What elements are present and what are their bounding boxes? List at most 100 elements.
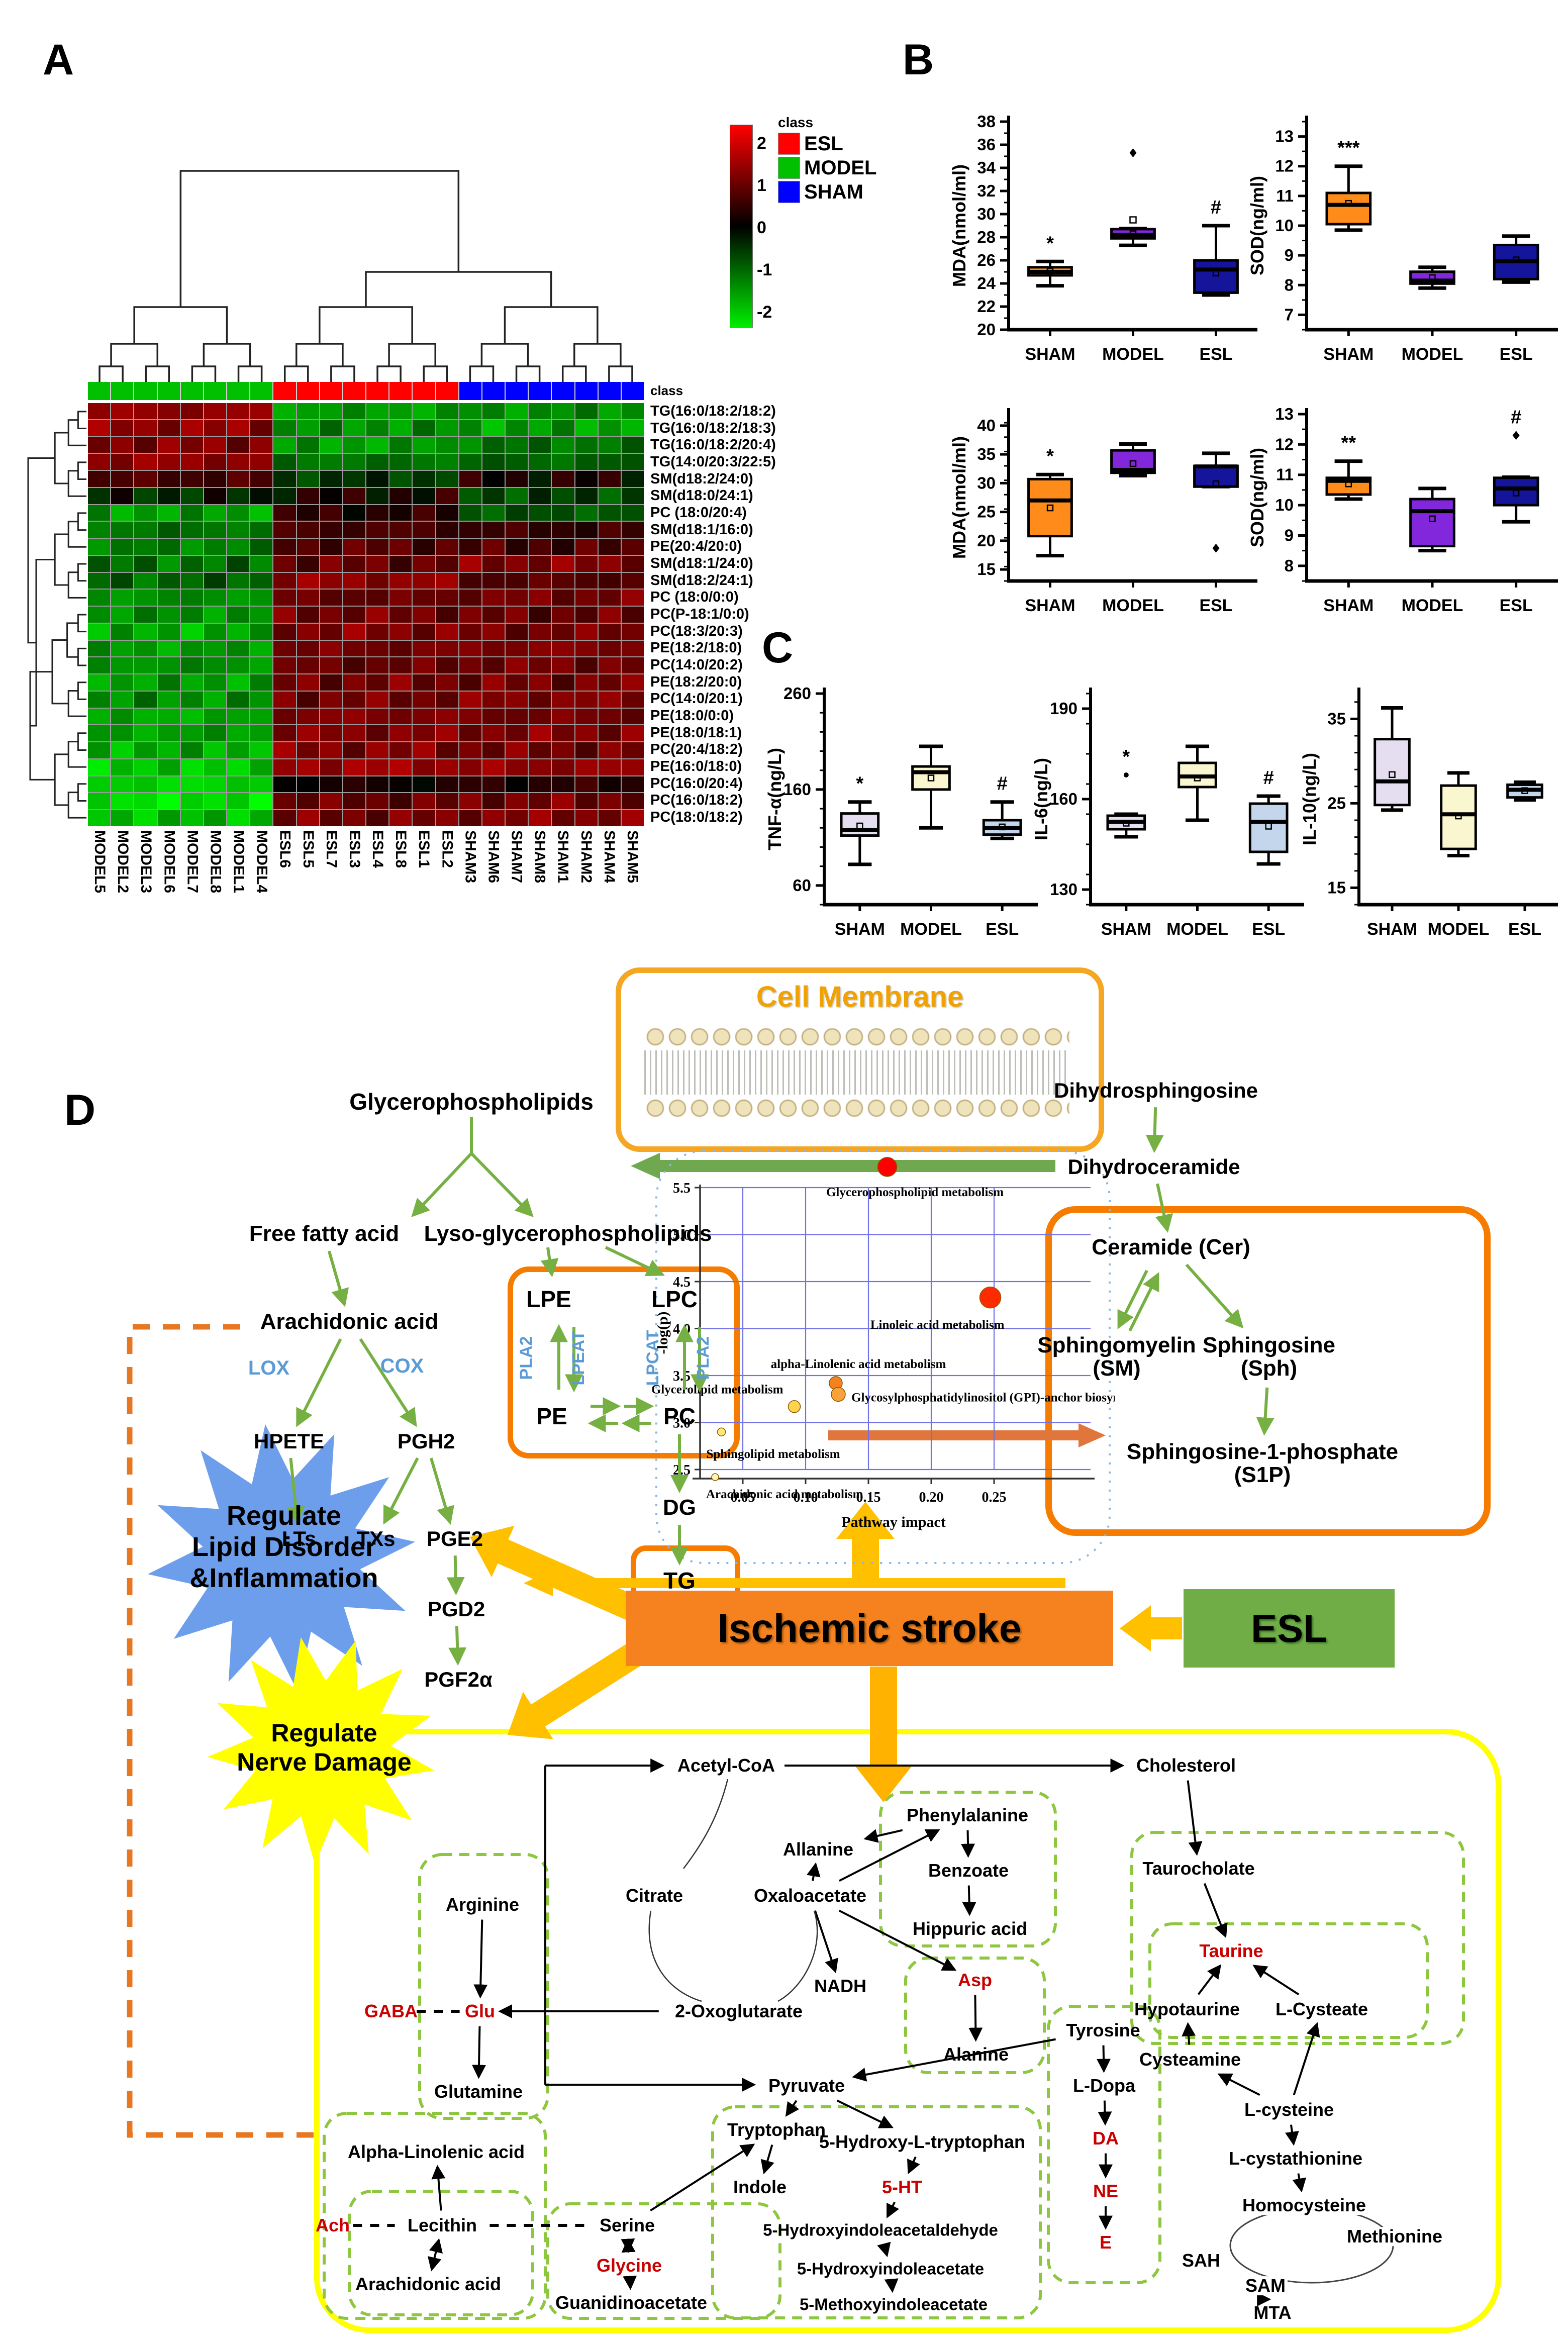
heatmap-cell bbox=[273, 607, 296, 623]
heatmap-cell bbox=[88, 555, 111, 572]
heatmap-cell bbox=[529, 607, 551, 623]
heatmap-cell bbox=[506, 607, 528, 623]
heatmap-cell bbox=[88, 725, 111, 742]
heatmap-cell bbox=[250, 810, 273, 826]
heatmap-cell bbox=[389, 810, 412, 826]
heatmap-cell bbox=[227, 674, 250, 691]
boxplot-il10: 15 25 35 IL-10(ng/L) SHAM MODEL ESL bbox=[1298, 661, 1567, 957]
heatmap-cell bbox=[343, 810, 365, 826]
heatmap-cell bbox=[552, 471, 574, 487]
heatmap-cell bbox=[459, 640, 481, 657]
heatmap-cell bbox=[88, 539, 111, 555]
heatmap-cell bbox=[436, 471, 458, 487]
heatmap-cell bbox=[621, 691, 644, 708]
heatmap-cell bbox=[366, 607, 389, 623]
heatmap-cell bbox=[134, 607, 157, 623]
heatmap-cell bbox=[134, 691, 157, 708]
heatmap-cell bbox=[459, 454, 481, 470]
heatmap-cell bbox=[227, 590, 250, 606]
heatmap-cell bbox=[250, 471, 273, 487]
heatmap-cell bbox=[482, 725, 505, 742]
heatmap-cell bbox=[134, 403, 157, 419]
heatmap-cell bbox=[204, 607, 226, 623]
heatmap-cell bbox=[366, 691, 389, 708]
heatmap-cell bbox=[436, 640, 458, 657]
heatmap-cell bbox=[436, 607, 458, 623]
heatmap-cell bbox=[157, 488, 180, 504]
heatmap-cell bbox=[575, 640, 598, 657]
heatmap-cell bbox=[389, 793, 412, 810]
heatmap-cell bbox=[180, 590, 203, 606]
class-bar-cell bbox=[111, 382, 134, 400]
heatmap-cell bbox=[366, 539, 389, 555]
heatmap-cell bbox=[482, 674, 505, 691]
heatmap-cell bbox=[389, 505, 412, 521]
heatmap-cell bbox=[320, 539, 342, 555]
heatmap-cell bbox=[552, 810, 574, 826]
heatmap-cell bbox=[227, 539, 250, 555]
heatmap-cell bbox=[575, 623, 598, 640]
heatmap-cell bbox=[506, 471, 528, 487]
heatmap-row-label: TG(16:0/18:2/18:2) bbox=[650, 403, 776, 419]
heatmap-cell bbox=[459, 810, 481, 826]
heatmap-cell bbox=[482, 522, 505, 538]
heatmap-cell bbox=[621, 437, 644, 453]
heatmap-cell bbox=[598, 488, 621, 504]
heatmap-cell bbox=[459, 572, 481, 589]
heatmap-cell bbox=[250, 488, 273, 504]
heatmap-cell bbox=[297, 403, 319, 419]
heatmap-cell bbox=[180, 793, 203, 810]
heatmap-cell bbox=[250, 742, 273, 758]
heatmap-cell bbox=[598, 708, 621, 725]
heatmap-cell bbox=[204, 691, 226, 708]
heatmap-cell bbox=[320, 454, 342, 470]
heatmap-cell bbox=[204, 759, 226, 775]
heatmap-cell bbox=[343, 539, 365, 555]
heatmap-row-label: PE(16:0/18:0) bbox=[650, 758, 742, 775]
heatmap-cell bbox=[204, 657, 226, 674]
heatmap-cell bbox=[529, 742, 551, 758]
svg-text:SHAM: SHAM bbox=[1025, 345, 1075, 364]
heatmap-cell bbox=[320, 488, 342, 504]
heatmap-cell bbox=[575, 607, 598, 623]
heatmap-cell bbox=[88, 403, 111, 419]
heatmap-cell bbox=[389, 555, 412, 572]
heatmap-column-label: ESL6 bbox=[276, 830, 293, 868]
svg-text:ESL: ESL bbox=[1199, 596, 1232, 615]
heatmap-cell bbox=[157, 590, 180, 606]
heatmap-cell bbox=[598, 776, 621, 793]
heatmap-cell bbox=[366, 793, 389, 810]
ischemic-stroke-banner: Ischemic stroke bbox=[626, 1591, 1113, 1666]
class-legend-swatch bbox=[778, 181, 800, 203]
heatmap-cell bbox=[552, 607, 574, 623]
heatmap-cell bbox=[436, 572, 458, 589]
heatmap-cell bbox=[413, 640, 435, 657]
heatmap-cell bbox=[529, 471, 551, 487]
svg-text:24: 24 bbox=[977, 274, 996, 292]
class-legend-swatch bbox=[778, 133, 800, 155]
heatmap-cell bbox=[621, 572, 644, 589]
cell-membrane-title: Cell Membrane bbox=[756, 981, 964, 1013]
heatmap-row-label: PC (18:0/20:4) bbox=[650, 505, 747, 521]
heatmap-cell bbox=[575, 522, 598, 538]
heatmap-cell bbox=[506, 657, 528, 674]
heatmap-cell bbox=[204, 742, 226, 758]
svg-text:10: 10 bbox=[1275, 216, 1294, 235]
heatmap-cell bbox=[459, 471, 481, 487]
heatmap-cell bbox=[459, 623, 481, 640]
heatmap-cell bbox=[506, 539, 528, 555]
heatmap-cell bbox=[506, 420, 528, 436]
boxplot-sod-2: 8 9 10 11 12 13 SOD(ng/ml) ** SHAM MODEL # ESL bbox=[1245, 382, 1567, 633]
heatmap-cell bbox=[621, 708, 644, 725]
heatmap-cell bbox=[621, 810, 644, 826]
heatmap-cell bbox=[529, 708, 551, 725]
heatmap-cell bbox=[389, 691, 412, 708]
diagram-node-ffa: Free fatty acid bbox=[249, 1221, 400, 1246]
heatmap-row-label: SM(d18:1/16:0) bbox=[650, 521, 753, 538]
heatmap-cell bbox=[227, 555, 250, 572]
heatmap-cell bbox=[273, 708, 296, 725]
heatmap-cell bbox=[506, 725, 528, 742]
svg-text:9: 9 bbox=[1285, 526, 1294, 544]
heatmap-cell bbox=[575, 572, 598, 589]
heatmap-row-label: PC(P-18:1/0:0) bbox=[650, 606, 749, 623]
